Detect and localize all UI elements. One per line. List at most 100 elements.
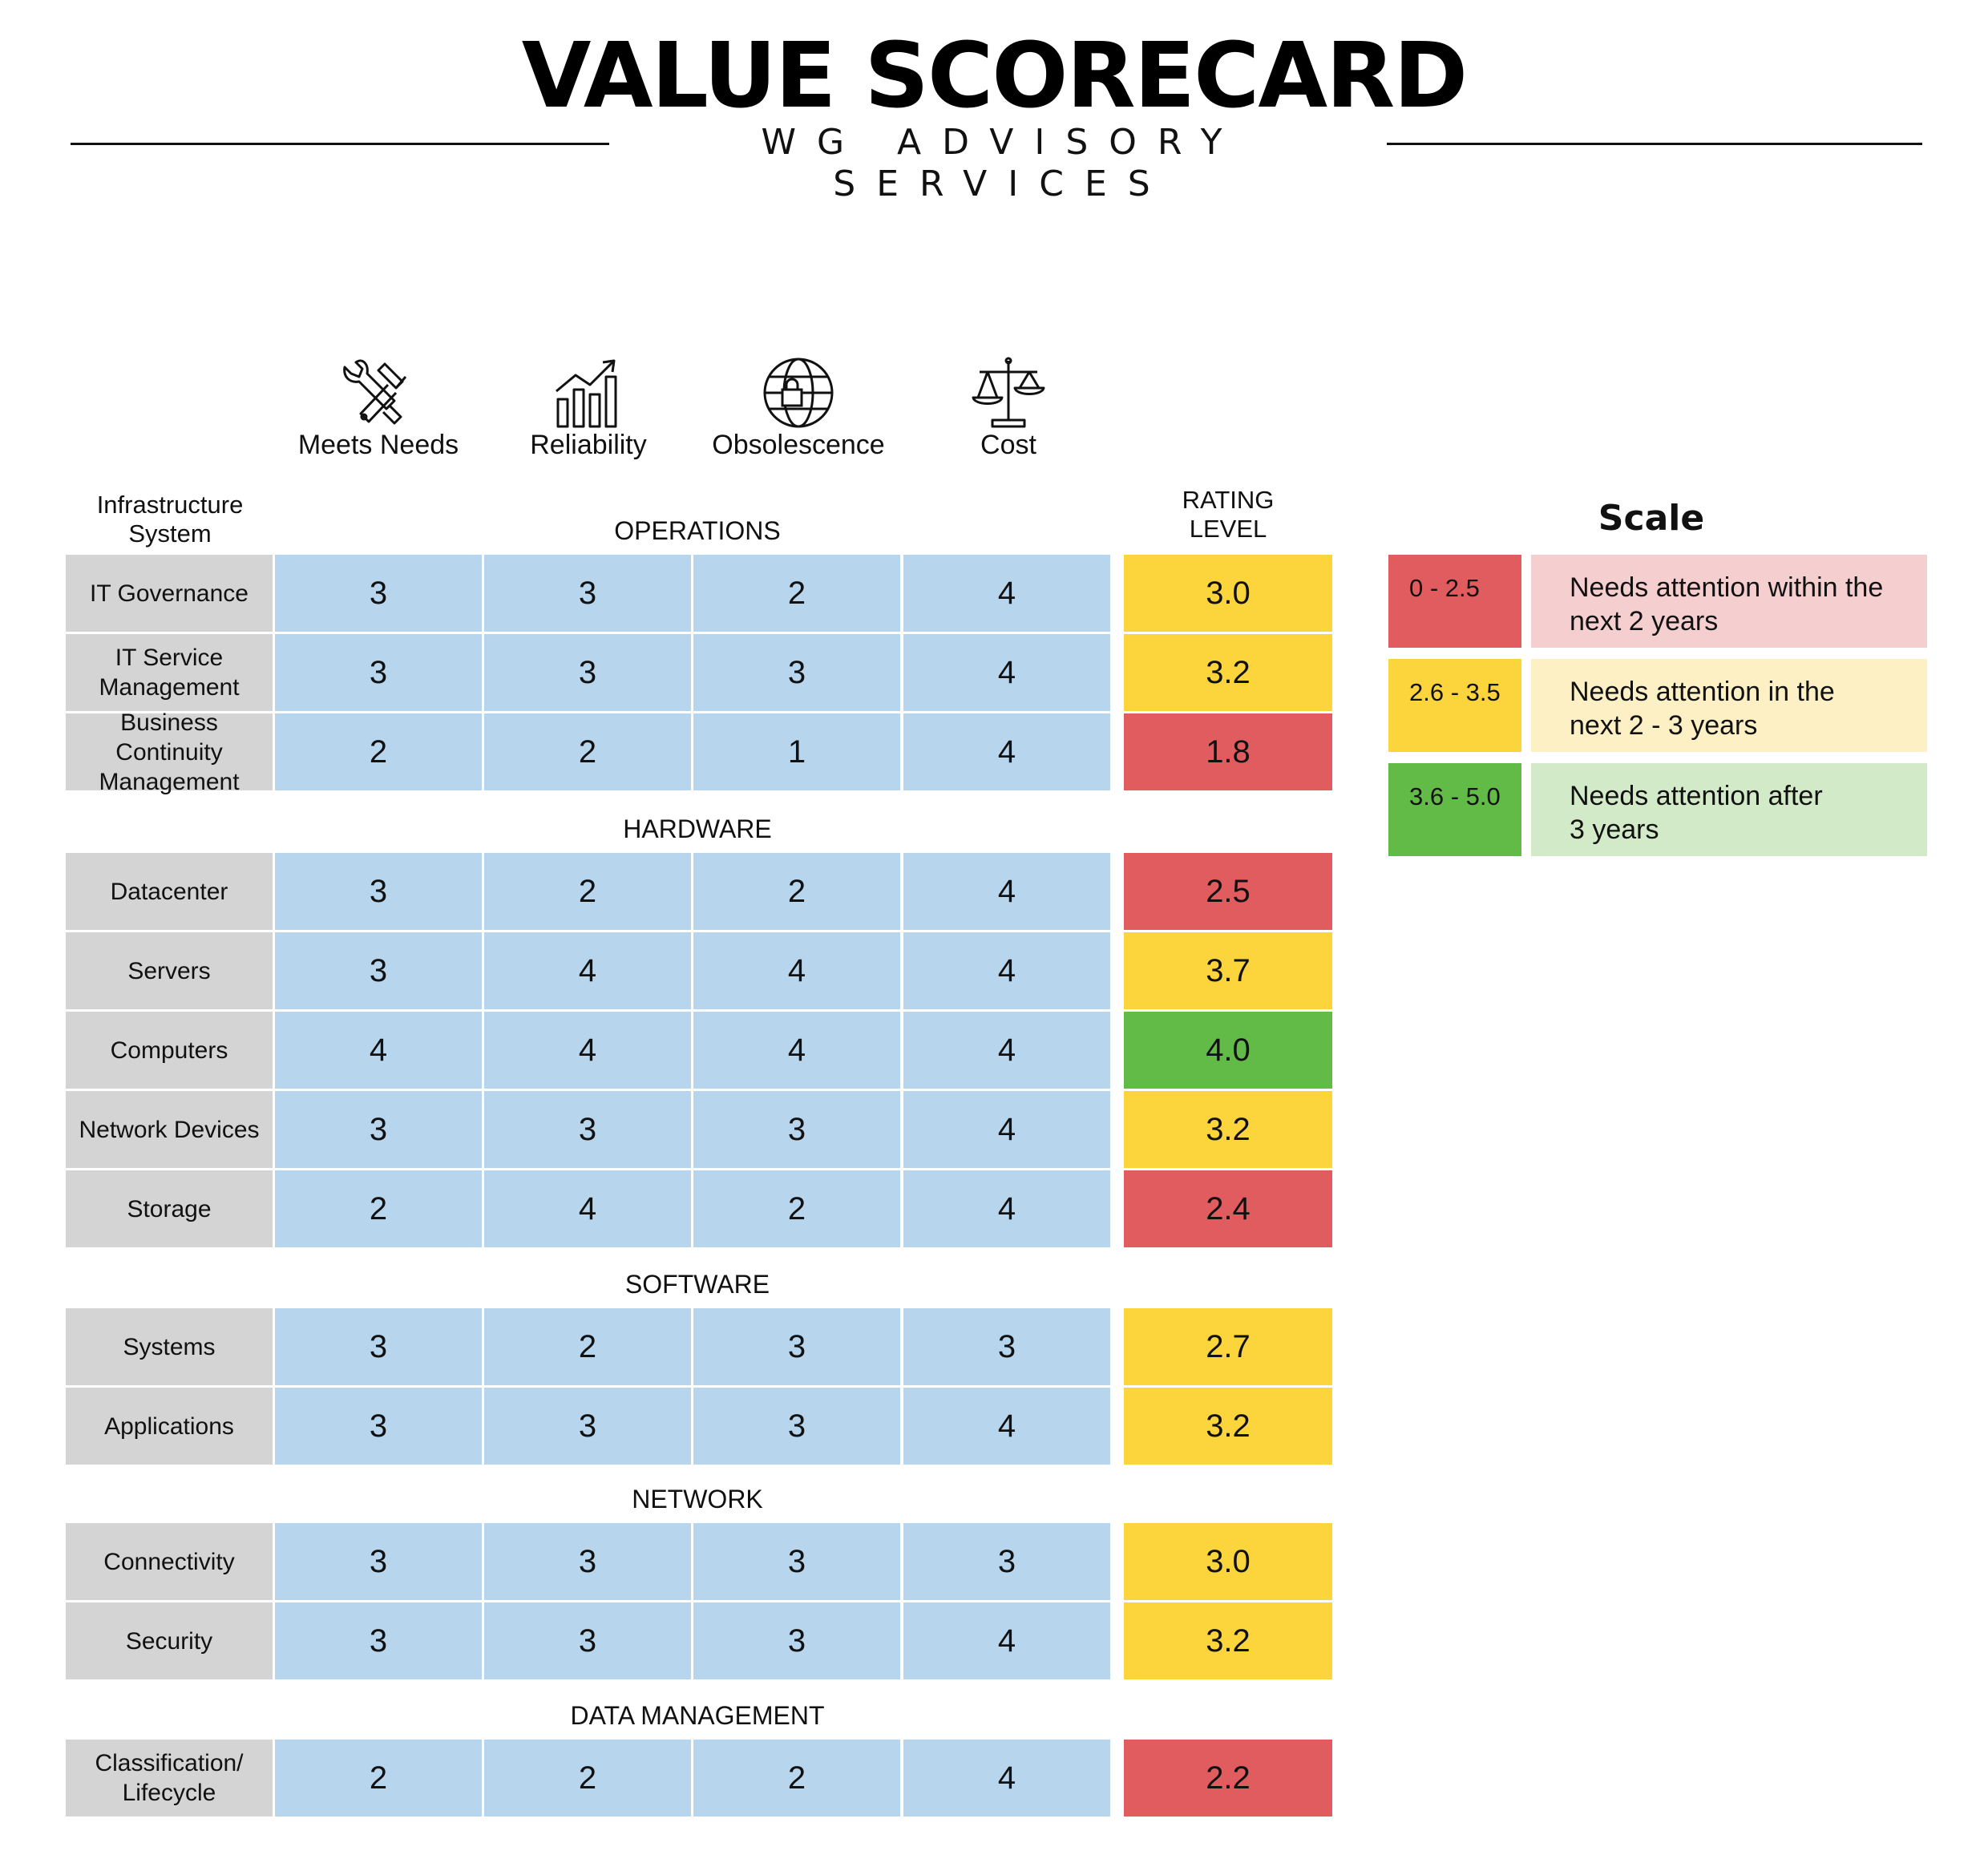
rating-level-cell: 2.7	[1124, 1308, 1332, 1385]
scale-title: Scale	[1598, 498, 1705, 539]
section-header: DATA MANAGEMENT	[570, 1701, 825, 1730]
section-header: HARDWARE	[623, 814, 772, 843]
score-cell: 3	[275, 1388, 482, 1465]
row-label: Servers	[66, 932, 273, 1009]
score-cell: 3	[484, 1091, 691, 1168]
scale-range-red: 0 - 2.5	[1388, 555, 1521, 648]
rating-level-cell: 2.2	[1124, 1740, 1332, 1817]
tools-icon	[338, 353, 418, 433]
score-cell: 4	[693, 932, 900, 1009]
row-label: Computers	[66, 1012, 273, 1089]
bar-chart-icon	[548, 353, 628, 433]
scale-range-green: 3.6 - 5.0	[1388, 763, 1521, 856]
score-cell: 3	[484, 1523, 691, 1600]
score-cell: 3	[903, 1523, 1110, 1600]
globe-lock-icon	[758, 353, 838, 433]
page-subtitle: WG ADVISORY SERVICES	[761, 122, 1243, 204]
score-cell: 4	[484, 1170, 691, 1247]
score-cell: 3	[484, 555, 691, 632]
score-cell: 3	[275, 1091, 482, 1168]
column-header-meets-needs: Meets Needs	[297, 430, 459, 460]
score-cell: 3	[275, 1523, 482, 1600]
score-cell: 2	[693, 853, 900, 930]
rating-level-cell: 3.2	[1124, 1602, 1332, 1679]
score-cell: 2	[484, 853, 691, 930]
rating-level-cell: 4.0	[1124, 1012, 1332, 1089]
section-header: OPERATIONS	[614, 516, 781, 545]
rating-level-cell: 3.0	[1124, 1523, 1332, 1600]
title-divider-right	[1387, 143, 1922, 145]
score-cell: 3	[484, 634, 691, 711]
rating-level-cell: 3.2	[1124, 1388, 1332, 1465]
score-cell: 4	[903, 1012, 1110, 1089]
page-title: VALUE SCORECARD	[521, 24, 1468, 128]
row-label: IT Governance	[66, 555, 273, 632]
score-cell: 4	[903, 1602, 1110, 1679]
row-label: Applications	[66, 1388, 273, 1465]
score-cell: 4	[903, 1740, 1110, 1817]
rating-level-cell: 3.2	[1124, 634, 1332, 711]
score-cell: 3	[484, 1602, 691, 1679]
score-cell: 2	[275, 1170, 482, 1247]
rating-level-header-line1: RATING	[1182, 486, 1275, 514]
score-cell: 3	[693, 1523, 900, 1600]
column-header-reliability: Reliability	[530, 430, 647, 460]
rating-level-cell: 3.7	[1124, 932, 1332, 1009]
score-cell: 3	[693, 1388, 900, 1465]
score-cell: 3	[693, 1091, 900, 1168]
section-header: NETWORK	[632, 1485, 763, 1513]
scale-description-green: Needs attention after 3 years	[1531, 763, 1927, 856]
rating-level-cell: 2.5	[1124, 853, 1332, 930]
score-cell: 2	[693, 1740, 900, 1817]
row-label: IT Service Management	[66, 634, 273, 711]
row-label: Network Devices	[66, 1091, 273, 1168]
score-cell: 4	[903, 1388, 1110, 1465]
score-cell: 3	[484, 1388, 691, 1465]
score-cell: 3	[693, 1602, 900, 1679]
infrastructure-system-header: Infrastructure System	[66, 491, 274, 548]
score-cell: 3	[275, 634, 482, 711]
score-cell: 3	[903, 1308, 1110, 1385]
score-cell: 2	[693, 555, 900, 632]
row-label: Storage	[66, 1170, 273, 1247]
rating-level-cell: 1.8	[1124, 713, 1332, 790]
score-cell: 2	[484, 1740, 691, 1817]
score-cell: 3	[275, 1308, 482, 1385]
score-cell: 2	[275, 1740, 482, 1817]
score-cell: 4	[484, 932, 691, 1009]
scale-description-yellow: Needs attention in the next 2 - 3 years	[1531, 659, 1927, 752]
score-cell: 3	[693, 1308, 900, 1385]
scale-description-red: Needs attention within the next 2 years	[1531, 555, 1927, 648]
row-label: Connectivity	[66, 1523, 273, 1600]
infrastructure-system-header-line1: Infrastructure	[96, 491, 244, 519]
row-label: Datacenter	[66, 853, 273, 930]
row-label: Systems	[66, 1308, 273, 1385]
row-label: Classification/ Lifecycle	[66, 1740, 273, 1817]
score-cell: 4	[903, 713, 1110, 790]
rating-level-header-line2: LEVEL	[1189, 515, 1267, 543]
score-cell: 1	[693, 713, 900, 790]
rating-level-header: RATING LEVEL	[1124, 486, 1332, 544]
score-cell: 3	[275, 932, 482, 1009]
rating-level-cell: 3.2	[1124, 1091, 1332, 1168]
score-cell: 4	[275, 1012, 482, 1089]
score-cell: 2	[484, 1308, 691, 1385]
column-header-obsolescence: Obsolescence	[712, 430, 885, 460]
column-header-cost: Cost	[980, 430, 1036, 460]
score-cell: 4	[484, 1012, 691, 1089]
scale-range-yellow: 2.6 - 3.5	[1388, 659, 1521, 752]
rating-level-cell: 2.4	[1124, 1170, 1332, 1247]
score-cell: 4	[903, 853, 1110, 930]
score-cell: 4	[903, 634, 1110, 711]
score-cell: 2	[693, 1170, 900, 1247]
score-cell: 4	[903, 555, 1110, 632]
score-cell: 3	[275, 853, 482, 930]
score-cell: 2	[484, 713, 691, 790]
score-cell: 4	[693, 1012, 900, 1089]
rating-level-cell: 3.0	[1124, 555, 1332, 632]
title-divider-left	[71, 143, 609, 145]
row-label: Business Continuity Management	[66, 709, 273, 795]
score-cell: 4	[903, 1091, 1110, 1168]
row-label: Security	[66, 1602, 273, 1679]
scale-icon	[968, 353, 1049, 433]
